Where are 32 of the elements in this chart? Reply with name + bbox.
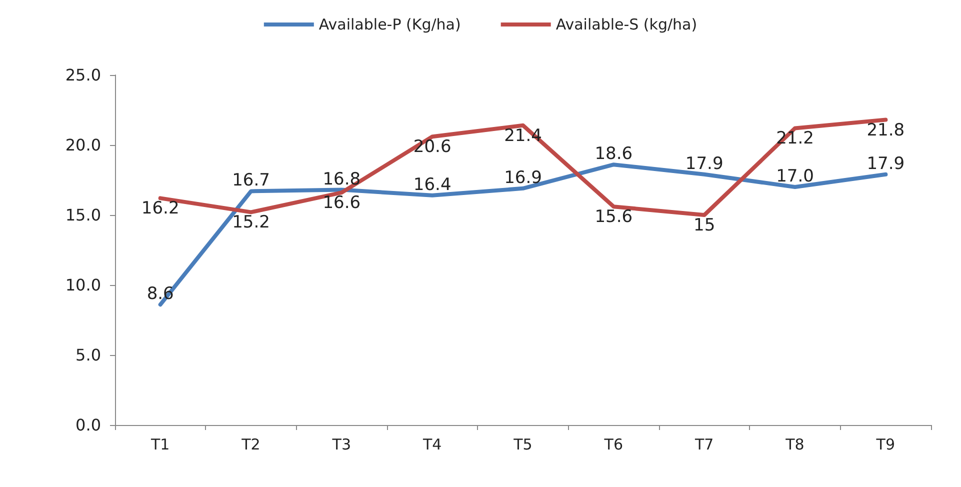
data-label: 18.6 xyxy=(594,144,633,164)
data-label: 16.8 xyxy=(322,169,361,190)
data-label: 17.9 xyxy=(866,154,905,174)
y-tick-label: 15.0 xyxy=(65,206,101,224)
x-tick-label: T8 xyxy=(784,436,804,454)
data-label: 21.8 xyxy=(866,120,905,140)
data-label: 16.4 xyxy=(413,174,452,195)
data-label: 17.0 xyxy=(776,166,814,186)
y-tick-label: 0.0 xyxy=(76,416,101,434)
x-tick-label: T7 xyxy=(694,436,714,454)
x-tick-label: T4 xyxy=(422,436,442,454)
x-tick-label: T9 xyxy=(875,436,896,454)
legend-label: Available-S (kg/ha) xyxy=(556,16,698,34)
data-label: 16.2 xyxy=(141,198,180,219)
data-label: 17.9 xyxy=(685,154,724,174)
data-label: 20.6 xyxy=(413,137,452,158)
data-label: 15.6 xyxy=(594,207,633,228)
x-tick-label: T3 xyxy=(331,436,352,454)
data-label: 15 xyxy=(694,216,716,236)
data-label: 16.9 xyxy=(504,168,542,188)
x-tick-label: T1 xyxy=(150,436,170,454)
y-tick-label: 20.0 xyxy=(65,136,101,154)
y-tick-label: 5.0 xyxy=(76,346,101,364)
y-tick-label: 10.0 xyxy=(65,276,101,294)
data-label: 16.6 xyxy=(322,193,361,214)
data-label: 16.7 xyxy=(232,170,270,191)
legend-label: Available-P (Kg/ha) xyxy=(318,16,461,34)
x-tick-label: T2 xyxy=(240,436,260,454)
y-tick-label: 25.0 xyxy=(65,66,101,84)
x-tick-label: T6 xyxy=(603,436,624,454)
x-tick-label: T5 xyxy=(512,436,532,454)
data-label: 15.2 xyxy=(232,212,270,233)
